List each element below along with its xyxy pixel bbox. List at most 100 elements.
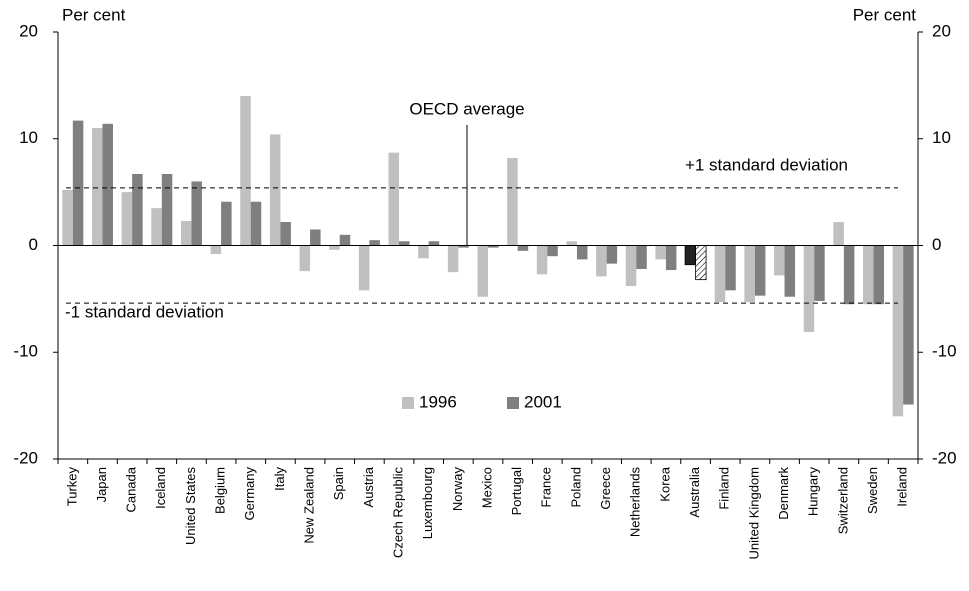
reference-label: -1 standard deviation xyxy=(65,303,224,322)
bar xyxy=(102,123,113,246)
bar xyxy=(388,152,400,246)
bar xyxy=(399,241,410,246)
x-tick-label: Iceland xyxy=(153,467,168,509)
bar xyxy=(458,245,469,248)
bar xyxy=(636,245,647,269)
bar xyxy=(576,245,588,260)
bar xyxy=(180,220,192,246)
y-tick-label: -10 xyxy=(13,342,38,361)
bar xyxy=(428,241,440,246)
y2-tick-label: 20 xyxy=(932,21,951,40)
x-tick-label: Australia xyxy=(687,466,702,517)
bar xyxy=(655,245,666,260)
x-tick-label: Norway xyxy=(450,467,465,512)
x-tick-label: France xyxy=(539,467,554,507)
legend-label: 1996 xyxy=(419,392,457,411)
bar xyxy=(863,245,874,305)
bar xyxy=(843,245,855,305)
bar xyxy=(714,245,726,303)
bar xyxy=(269,134,281,246)
bar xyxy=(774,245,785,276)
x-tick-label: Ireland xyxy=(895,467,910,507)
bar xyxy=(814,245,825,302)
bar xyxy=(72,120,84,246)
x-tick-label: Mexico xyxy=(479,467,494,508)
x-tick-label: Hungary xyxy=(806,467,821,517)
bar xyxy=(121,192,133,246)
bar xyxy=(833,222,844,246)
bar xyxy=(803,245,815,332)
x-tick-label: Finland xyxy=(717,467,732,510)
bar xyxy=(754,245,766,296)
bar xyxy=(507,157,518,246)
x-tick-label: Greece xyxy=(598,467,613,510)
legend-label: 2001 xyxy=(524,392,562,411)
x-tick-label: Germany xyxy=(242,467,257,521)
bar xyxy=(62,189,73,246)
x-tick-label: New Zealand xyxy=(302,467,317,544)
bar xyxy=(369,240,380,246)
bar xyxy=(358,245,370,291)
bar xyxy=(873,245,885,305)
x-tick-label: Netherlands xyxy=(628,467,643,538)
x-tick-label: Poland xyxy=(568,467,583,507)
bar xyxy=(447,245,459,273)
bar xyxy=(477,245,488,297)
x-tick-label: Canada xyxy=(124,466,139,512)
x-tick-label: Austria xyxy=(361,466,376,507)
x-tick-label: Czech Republic xyxy=(390,467,405,559)
x-tick-label: Portugal xyxy=(509,467,524,516)
y2-tick-label: 0 xyxy=(932,235,941,254)
x-tick-label: Japan xyxy=(94,467,109,502)
bar xyxy=(566,241,577,246)
legend-swatch xyxy=(402,397,414,409)
y2-tick-label: -20 xyxy=(932,448,957,467)
bar xyxy=(280,222,291,246)
bar xyxy=(517,245,529,251)
y2-tick-label: -10 xyxy=(932,342,957,361)
y2-tick-label: 10 xyxy=(932,128,951,147)
bar xyxy=(903,245,914,405)
bar xyxy=(536,245,548,275)
bar xyxy=(744,245,755,303)
bar xyxy=(665,245,677,271)
reference-label: +1 standard deviation xyxy=(685,155,848,174)
bar xyxy=(240,96,251,246)
bar xyxy=(191,181,202,246)
bar xyxy=(132,173,143,246)
bar xyxy=(606,245,618,264)
x-tick-label: Switzerland xyxy=(835,467,850,534)
bar xyxy=(250,201,262,246)
y-tick-label: 20 xyxy=(19,21,38,40)
legend-swatch xyxy=(507,397,519,409)
bar xyxy=(418,245,429,259)
bar xyxy=(310,229,321,246)
x-tick-label: Turkey xyxy=(64,467,79,507)
y-tick-label: 0 xyxy=(29,235,38,254)
bar xyxy=(547,245,558,257)
x-tick-label: Denmark xyxy=(776,467,791,520)
bar xyxy=(488,245,499,248)
y-tick-label: -20 xyxy=(13,448,38,467)
bar xyxy=(784,245,796,297)
oecd-average-label: OECD average xyxy=(409,99,524,118)
bar xyxy=(91,128,103,246)
bar xyxy=(329,245,340,250)
y-tick-label: 10 xyxy=(19,128,38,147)
bar xyxy=(339,234,351,246)
y-axis-label: Per cent xyxy=(62,5,126,24)
bar xyxy=(221,201,232,246)
x-tick-label: United States xyxy=(183,467,198,546)
bar xyxy=(151,208,162,246)
bar xyxy=(625,245,637,287)
x-tick-label: Spain xyxy=(331,467,346,500)
bar xyxy=(892,245,904,417)
x-tick-label: Korea xyxy=(657,466,672,501)
x-tick-label: Belgium xyxy=(213,467,228,514)
bar xyxy=(725,245,736,291)
bar xyxy=(161,173,173,246)
x-tick-label: Sweden xyxy=(865,467,880,514)
bar xyxy=(684,245,696,266)
bar xyxy=(299,245,311,272)
